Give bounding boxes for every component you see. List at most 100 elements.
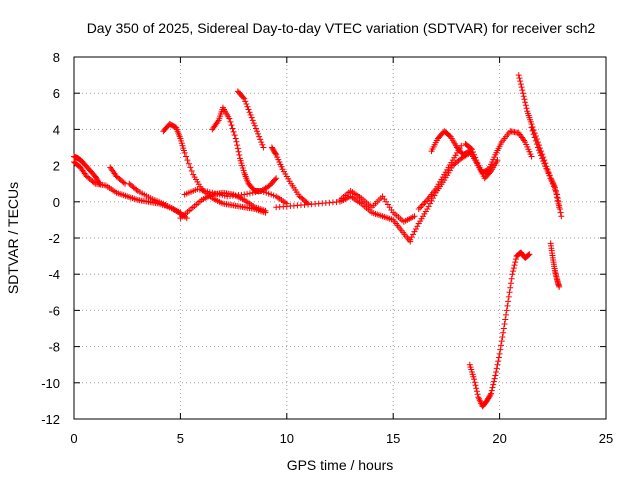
data-point	[499, 333, 506, 340]
data-point	[421, 200, 428, 207]
data-series	[71, 72, 565, 410]
data-point	[226, 115, 233, 122]
data-point	[183, 153, 190, 160]
data-point	[526, 251, 533, 258]
data-point	[259, 141, 266, 148]
data-point	[557, 209, 564, 216]
series-arc-r	[528, 124, 563, 211]
data-point	[520, 90, 527, 97]
tick-labels: 0 5 10 15 20 25 -12 -10 -8 -6 -4 -2 0 2 4 6 8	[41, 50, 613, 446]
series-arc-n	[415, 142, 465, 213]
data-point	[498, 338, 505, 345]
data-point	[556, 283, 563, 290]
series-arc-c	[107, 164, 129, 187]
data-point	[231, 132, 238, 139]
series-arc-t	[547, 240, 563, 290]
data-point	[520, 93, 527, 100]
y-tick-label: 4	[53, 122, 60, 137]
data-point	[519, 87, 526, 94]
data-point	[468, 146, 475, 153]
data-point	[252, 189, 259, 196]
data-point	[234, 142, 241, 149]
data-point	[408, 234, 415, 241]
grid	[74, 57, 606, 419]
data-point	[245, 106, 252, 113]
axes-ticks	[73, 56, 607, 420]
data-point	[506, 289, 513, 296]
data-point	[419, 201, 426, 208]
data-point	[181, 149, 188, 156]
x-tick-label: 0	[70, 431, 77, 446]
data-point	[508, 275, 515, 282]
data-point	[257, 136, 264, 143]
data-point	[473, 388, 480, 395]
data-point	[227, 118, 234, 125]
data-point	[490, 378, 497, 385]
x-tick-label: 20	[492, 431, 506, 446]
data-point	[512, 256, 519, 263]
data-point	[474, 159, 481, 166]
y-tick-label: 2	[53, 159, 60, 174]
data-point	[494, 361, 501, 368]
y-tick-label: -2	[48, 231, 60, 246]
data-point	[518, 84, 525, 91]
data-point	[516, 75, 523, 82]
data-point	[255, 130, 262, 137]
data-point	[496, 350, 503, 357]
data-point	[495, 358, 502, 365]
data-point	[242, 98, 249, 105]
data-point	[525, 251, 532, 258]
data-point	[517, 81, 524, 88]
data-point	[495, 354, 502, 361]
data-point	[473, 385, 480, 392]
y-tick-label: 6	[53, 86, 60, 101]
data-point	[467, 145, 474, 152]
data-point	[428, 197, 435, 204]
data-point	[504, 302, 511, 309]
data-point	[528, 124, 535, 131]
data-point	[407, 236, 414, 243]
data-point	[528, 153, 535, 160]
series-arc-h	[268, 144, 312, 207]
data-point	[488, 387, 495, 394]
x-tick-label: 15	[386, 431, 400, 446]
data-point	[488, 390, 495, 397]
data-point	[533, 141, 540, 148]
data-point	[552, 187, 559, 194]
data-point	[471, 376, 478, 383]
data-point	[492, 372, 499, 379]
data-point	[510, 265, 517, 272]
data-point	[500, 325, 507, 332]
series-arc-l	[337, 187, 418, 225]
x-tick-label: 10	[280, 431, 294, 446]
data-point	[501, 320, 508, 327]
data-point	[535, 147, 542, 154]
data-point	[473, 157, 480, 164]
data-point	[493, 365, 500, 372]
data-point	[458, 142, 465, 149]
y-axis-label: SDTVAR / TECUs	[5, 182, 21, 294]
data-point	[273, 175, 280, 182]
y-tick-label: -8	[48, 340, 60, 355]
data-point	[234, 145, 241, 152]
data-point	[228, 122, 235, 129]
data-point	[507, 280, 514, 287]
data-point	[502, 316, 509, 323]
data-point	[500, 329, 507, 336]
data-point	[418, 203, 425, 210]
data-point	[412, 225, 419, 232]
data-point	[471, 151, 478, 158]
series-arc-e	[160, 120, 269, 216]
data-point	[551, 184, 558, 191]
data-point	[498, 342, 505, 349]
series-arc-p	[462, 140, 501, 182]
data-point	[470, 149, 476, 156]
data-point	[250, 120, 257, 127]
data-point	[272, 150, 279, 157]
data-point	[529, 127, 536, 134]
y-tick-label: -4	[48, 267, 60, 282]
data-point	[241, 95, 248, 102]
data-point	[260, 144, 267, 151]
data-point	[256, 133, 263, 140]
data-point	[95, 179, 102, 186]
